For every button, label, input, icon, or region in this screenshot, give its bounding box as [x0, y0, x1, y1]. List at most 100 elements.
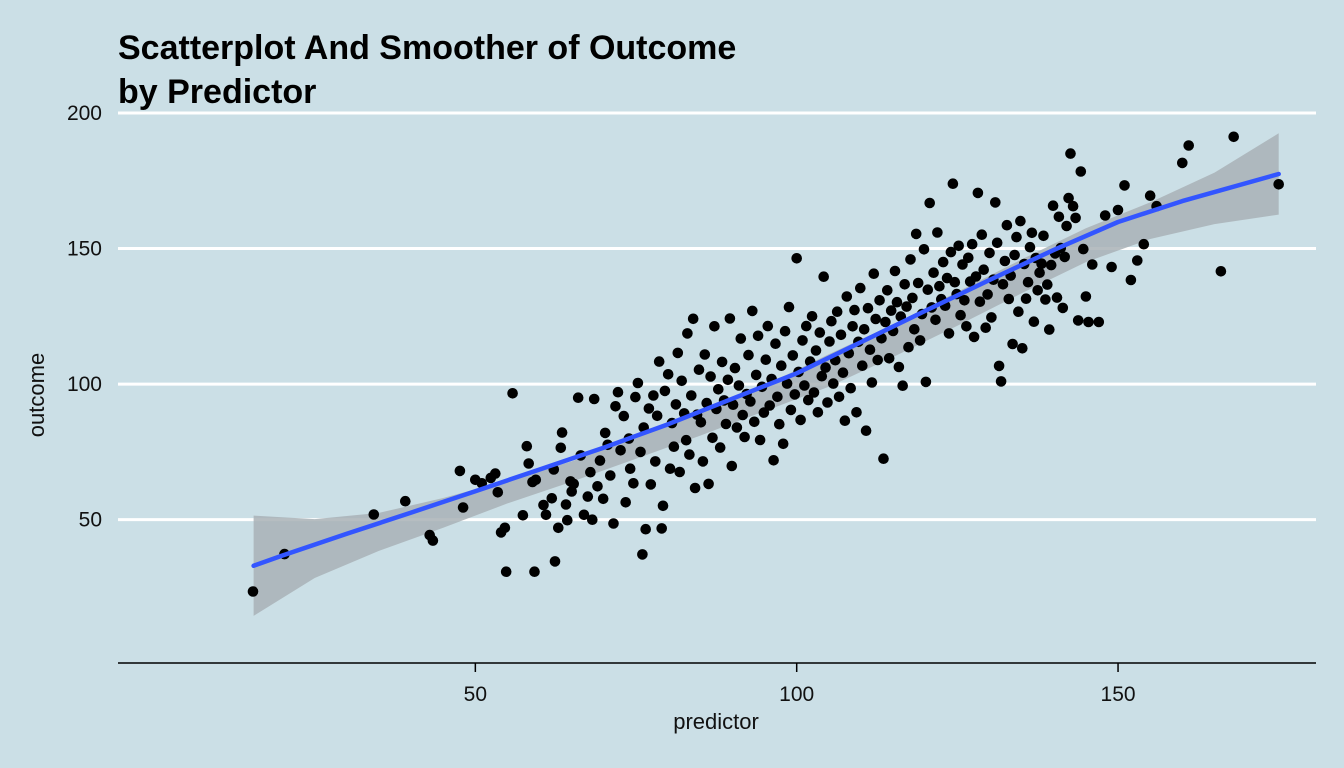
data-point: [1015, 215, 1026, 227]
data-point: [713, 384, 724, 395]
data-point: [662, 369, 674, 380]
data-point: [882, 285, 893, 296]
data-point: [779, 325, 791, 337]
data-point: [874, 295, 885, 306]
data-point: [824, 336, 835, 347]
data-point: [831, 306, 843, 318]
smoother-line: [251, 171, 1281, 569]
data-point: [961, 321, 972, 332]
data-point: [972, 187, 984, 199]
data-point: [947, 178, 959, 189]
data-point: [907, 292, 918, 304]
data-point: [995, 376, 1007, 387]
data-point: [868, 268, 880, 280]
data-point: [795, 414, 806, 426]
data-point: [777, 438, 789, 450]
data-point: [1106, 261, 1117, 273]
data-point: [953, 240, 964, 252]
data-point: [966, 238, 978, 250]
data-point: [454, 465, 466, 477]
data-point: [529, 566, 540, 577]
data-point: [1024, 241, 1036, 253]
data-point: [599, 427, 611, 439]
data-point: [747, 305, 758, 317]
data-point: [1047, 200, 1059, 211]
data-point: [837, 367, 849, 379]
chart-title-line-1: Scatterplot And Smoother of Outcome: [118, 29, 736, 67]
data-point: [799, 380, 810, 391]
data-point: [851, 407, 862, 418]
data-point: [1045, 259, 1057, 271]
data-point: [648, 390, 659, 401]
data-point: [1078, 243, 1089, 255]
data-point: [684, 449, 695, 460]
data-point: [1009, 249, 1020, 261]
data-point: [1063, 192, 1074, 204]
data-point: [668, 441, 680, 453]
data-point: [1003, 293, 1015, 305]
data-point: [945, 246, 957, 258]
data-point: [540, 509, 552, 521]
data-point: [695, 417, 707, 428]
data-point: [1038, 230, 1049, 242]
data-point: [828, 378, 839, 389]
data-point: [986, 312, 997, 323]
data-point: [949, 276, 961, 288]
data-point: [632, 377, 644, 389]
data-point: [1067, 200, 1079, 212]
data-point: [903, 341, 914, 353]
data-point: [635, 446, 646, 458]
data-point: [556, 427, 568, 438]
data-point: [783, 301, 795, 313]
data-point: [628, 478, 639, 489]
data-point: [974, 296, 986, 308]
data-point: [670, 399, 682, 410]
data-point: [1013, 306, 1024, 318]
data-point: [697, 456, 709, 467]
data-point: [555, 442, 567, 454]
data-point: [835, 329, 847, 341]
data-point: [587, 514, 598, 525]
data-point: [1040, 294, 1051, 305]
data-point: [605, 470, 616, 481]
x-tick-label: 100: [779, 683, 814, 706]
data-point: [618, 410, 630, 422]
data-point: [764, 400, 775, 411]
data-point: [976, 229, 988, 240]
data-point: [517, 510, 529, 521]
data-point: [521, 440, 533, 452]
data-point: [841, 291, 853, 302]
axis-ticks: 50 100 150 200 50 100 150: [67, 102, 1136, 706]
data-point: [776, 360, 787, 372]
data-point: [549, 556, 561, 567]
data-point: [1036, 258, 1047, 270]
data-point: [959, 295, 970, 306]
data-point: [1059, 251, 1070, 263]
data-point: [1032, 285, 1043, 296]
data-point: [674, 466, 685, 478]
data-point: [1026, 227, 1038, 239]
data-point: [924, 197, 935, 209]
data-point: [774, 418, 785, 430]
data-point: [883, 353, 895, 364]
data-point: [999, 255, 1011, 267]
data-point: [745, 396, 756, 407]
data-point: [538, 499, 549, 511]
data-point: [1072, 315, 1084, 326]
data-point: [400, 495, 411, 507]
data-point: [703, 478, 714, 490]
data-point: [910, 228, 922, 240]
data-point: [770, 338, 781, 350]
data-point: [585, 466, 596, 478]
data-point: [1273, 179, 1284, 190]
data-point: [620, 497, 631, 508]
data-point: [858, 324, 870, 335]
data-point: [572, 392, 584, 404]
data-point: [546, 493, 558, 504]
x-axis-title: predictor: [673, 709, 759, 734]
data-point: [1057, 302, 1069, 314]
data-point: [650, 456, 661, 467]
data-point: [980, 322, 991, 334]
data-point: [1044, 324, 1055, 335]
